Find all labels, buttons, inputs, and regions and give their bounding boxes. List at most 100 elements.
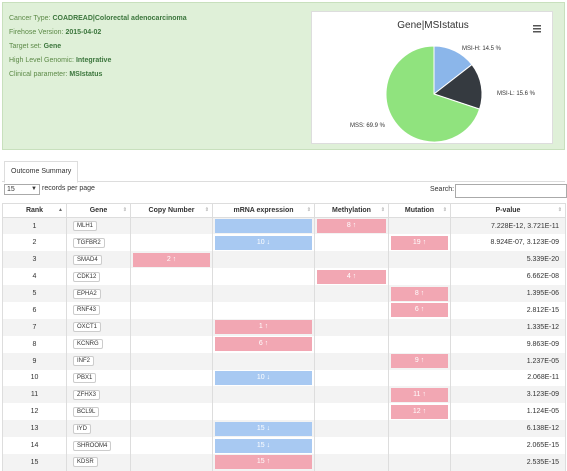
gene-tag[interactable]: KCNRG	[73, 339, 103, 350]
rank-value: 2	[32, 239, 37, 247]
clinical-line: Clinical parameter: MSIstatus	[9, 71, 102, 78]
header-pvalue[interactable]: P-value ⇕	[450, 203, 566, 218]
firehose-line: Firehose Version: 2015-04-02	[9, 29, 101, 36]
rank-cell: 11	[2, 386, 67, 404]
gene-tag[interactable]: CDK12	[73, 271, 101, 282]
rank-cell: 6	[2, 301, 67, 319]
page-size-select[interactable]: 15 ▼	[4, 184, 40, 195]
gene-cell: RNF43	[66, 301, 131, 319]
gene-tag[interactable]: EPHA2	[73, 288, 101, 299]
search-label: Search:	[430, 186, 455, 193]
pie-slice-msi-l[interactable]	[432, 63, 483, 110]
table-row: 9 INF2 9 ↑ 1.237E-05	[2, 352, 566, 370]
methylation-cell	[314, 420, 389, 438]
table-body: 1 MLH1 8 ↑ 7.228E-12, 3.721E-11 2 TGFBR2 10 ↓ 1…	[2, 217, 566, 471]
mrna-value	[215, 219, 312, 234]
mrna-cell	[212, 352, 315, 370]
target-value: Gene	[43, 43, 62, 50]
table-row: 13 IYD 15 ↓ 6.138E-12	[2, 420, 566, 438]
copy-number-cell: 2 ↑	[130, 251, 213, 269]
pvalue-cell: 1.395E-06	[450, 285, 566, 302]
mrna-value: 10 ↓	[215, 235, 312, 250]
methylation-cell	[314, 285, 389, 302]
copy-number-cell	[130, 285, 213, 302]
mrna-cell	[212, 301, 315, 319]
header-mrna[interactable]: mRNA expression ⇕	[212, 203, 315, 218]
rank-cell: 2	[2, 234, 67, 252]
pvalue-value: 2.535E-15	[526, 458, 559, 466]
copy-number-cell	[130, 420, 213, 438]
header-gene[interactable]: Gene ⇕	[66, 203, 131, 218]
gene-tag[interactable]: KDSR	[73, 457, 98, 468]
sort-asc-icon: ▲	[58, 207, 63, 213]
gene-tag[interactable]: OXCT1	[73, 322, 102, 333]
table-row: 4 CDK12 4 ↑ 6.662E-08	[2, 268, 566, 286]
gene-tag[interactable]: MLH1	[73, 221, 98, 232]
gene-cell: INF2	[66, 352, 131, 370]
clinical-label: Clinical parameter:	[9, 71, 68, 78]
sort-icon: ⇕	[204, 207, 209, 213]
mrna-value: 1 ↑	[215, 320, 312, 335]
mrna-value: 10 ↓	[215, 370, 312, 385]
tab-outcome-summary[interactable]: Outcome Summary	[4, 161, 79, 183]
mutation-value: 11 ↑	[391, 387, 448, 402]
gene-cell: OXCT1	[66, 318, 131, 336]
pvalue-value: 5.339E-20	[526, 256, 559, 264]
header-copy-number-label: Copy Number	[148, 207, 195, 214]
rank-value: 12	[30, 408, 39, 416]
gene-cell: SMAD4	[66, 251, 131, 269]
copy-number-cell	[130, 369, 213, 387]
gene-tag[interactable]: INF2	[73, 356, 95, 367]
rank-cell: 9	[2, 352, 67, 370]
results-table: Rank ▲ Gene ⇕ Copy Number ⇕ mRNA expression…	[2, 203, 566, 471]
pie-label-msi-h: MSI-H: 14.5 %	[462, 46, 502, 52]
firehose-value: 2015-04-02	[65, 29, 102, 36]
mutation-cell: 8 ↑	[388, 285, 451, 302]
mrna-value: 15 ↓	[215, 421, 312, 436]
gene-tag[interactable]: BCL9L	[73, 406, 100, 417]
search-input[interactable]	[455, 184, 567, 198]
menu-icon[interactable]	[533, 25, 541, 33]
copy-number-cell	[130, 403, 213, 421]
gene-tag[interactable]: RNF43	[73, 305, 101, 316]
table-row: 12 BCL9L 12 ↑ 1.124E-05	[2, 403, 566, 421]
mutation-value: 6 ↑	[391, 303, 448, 318]
gene-tag[interactable]: IYD	[73, 423, 92, 434]
gene-tag[interactable]: SHROOM4	[73, 440, 112, 451]
table-row: 5 EPHA2 8 ↑ 1.395E-06	[2, 285, 566, 302]
gene-tag[interactable]: SMAD4	[73, 254, 102, 265]
gene-tag[interactable]: ZFHX3	[73, 389, 101, 400]
firehose-label: Firehose Version:	[9, 29, 64, 36]
mrna-value: 15 ↓	[215, 438, 312, 453]
rank-cell: 5	[2, 285, 67, 302]
methylation-cell	[314, 352, 389, 370]
table-row: 1 MLH1 8 ↑ 7.228E-12, 3.721E-11	[2, 217, 566, 235]
rank-value: 15	[30, 458, 39, 466]
chart-title: Gene|MSIstatus	[397, 20, 469, 31]
header-mutation[interactable]: Mutation ⇕	[388, 203, 451, 218]
header-rank[interactable]: Rank ▲	[2, 203, 67, 218]
sort-icon: ⇕	[306, 207, 311, 213]
copy-number-cell	[130, 234, 213, 252]
gene-tag[interactable]: TGFBR2	[73, 237, 105, 248]
mutation-cell	[388, 453, 451, 471]
header-methylation[interactable]: Methylation ⇕	[314, 203, 389, 218]
gene-cell: MLH1	[66, 217, 131, 235]
pie-label-mss: MSS: 69.9 %	[350, 123, 386, 129]
header-copy-number[interactable]: Copy Number ⇕	[130, 203, 213, 218]
gene-tag[interactable]: PBX1	[73, 372, 97, 383]
copy-number-cell	[130, 268, 213, 286]
mrna-value: 6 ↑	[215, 337, 312, 352]
info-panel: Cancer Type: COADREAD|Colorectal adenoca…	[2, 2, 565, 150]
pie-slice-mss[interactable]	[385, 45, 481, 143]
pvalue-cell: 6.662E-08	[450, 268, 566, 286]
pie-chart-container: Gene|MSIstatus MSI-H: 14.5 % MSI-L: 15.6 …	[311, 11, 553, 144]
rank-cell: 14	[2, 437, 67, 454]
rank-cell: 3	[2, 251, 67, 269]
header-gene-label: Gene	[89, 207, 108, 214]
pvalue-value: 2.065E-15	[526, 442, 559, 450]
table-row: 11 ZFHX3 11 ↑ 3.123E-09	[2, 386, 566, 404]
methylation-cell	[314, 403, 389, 421]
mrna-cell: 15 ↓	[212, 437, 315, 454]
table-row: 10 PBX1 10 ↓ 2.068E-11	[2, 369, 566, 387]
